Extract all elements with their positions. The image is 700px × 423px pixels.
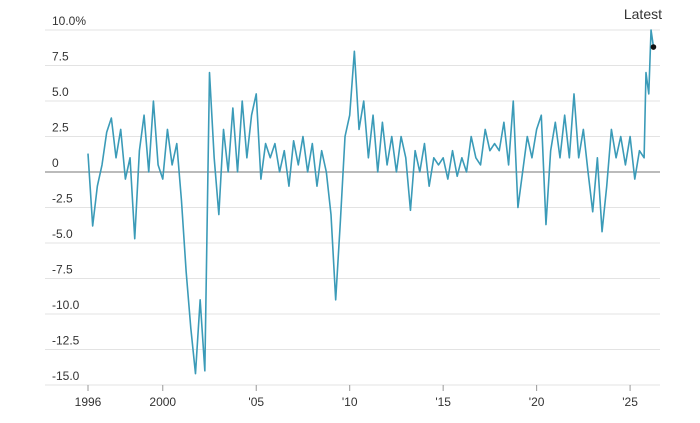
y-tick-label: -10.0 [52,298,80,312]
x-tick-label: '20 [529,395,545,409]
y-tick-label: 5.0 [52,85,69,99]
y-tick-label: -5.0 [52,227,73,241]
y-tick-label: 0 [52,156,59,170]
x-tick-label: '05 [248,395,264,409]
latest-dot [650,44,657,50]
x-tick-label: 2000 [149,395,176,409]
x-tick-label: '10 [342,395,358,409]
series-line [87,29,655,375]
latest-annotation: Latest [624,6,662,22]
x-tick-label: '25 [622,395,638,409]
y-tick-label: -2.5 [52,192,73,206]
x-tick-label: 1996 [75,395,102,409]
y-tick-label: -12.5 [52,334,80,348]
y-tick-label: 7.5 [52,50,69,64]
x-tick-label: '15 [435,395,451,409]
y-tick-label: 10.0% [52,14,86,28]
y-tick-label: -7.5 [52,263,73,277]
y-tick-label: 2.5 [52,121,69,135]
y-tick-label: -15.0 [52,369,80,383]
